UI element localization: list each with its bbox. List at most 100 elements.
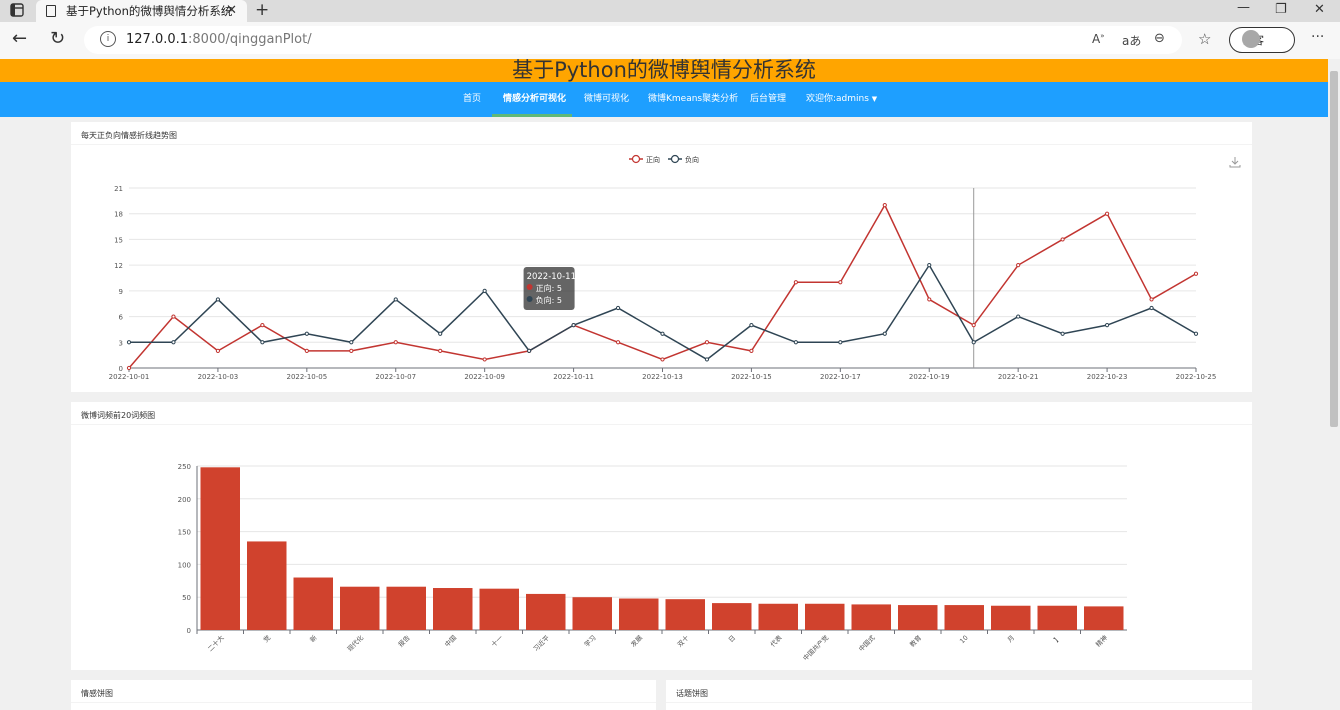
data-point: [215, 297, 221, 302]
bar: [386, 586, 426, 630]
x-tick-label: 习近平: [531, 633, 552, 654]
data-point: [126, 340, 132, 345]
back-icon[interactable]: ←: [12, 28, 28, 49]
active-nav-indicator: [492, 114, 572, 117]
page-scrollbar[interactable]: [1328, 59, 1340, 710]
y-tick-label: 12: [114, 262, 123, 270]
data-point: [1060, 237, 1065, 242]
data-point: [171, 314, 176, 319]
minimize-icon[interactable]: —: [1237, 0, 1250, 15]
y-tick-label: 100: [178, 561, 191, 569]
data-point: [126, 365, 132, 371]
data-point: [793, 280, 798, 285]
x-tick-label: 教育: [908, 633, 924, 649]
read-aloud-icon[interactable]: A»: [1092, 32, 1105, 46]
data-point: [349, 348, 354, 353]
bar: [712, 603, 752, 630]
x-tick-label: 2022-10-17: [820, 373, 861, 381]
data-point: [1149, 297, 1154, 302]
url-host: 127.0.0.1: [126, 32, 189, 47]
y-tick-label: 150: [178, 529, 191, 537]
data-point: [838, 340, 843, 345]
x-tick-label: 2022-10-23: [1087, 373, 1128, 381]
y-tick-label: 21: [114, 185, 123, 193]
data-point: [927, 297, 932, 302]
data-point: [927, 263, 932, 268]
scrollbar-thumb[interactable]: [1330, 71, 1338, 427]
data-point: [749, 323, 754, 328]
data-point: [482, 357, 487, 362]
x-tick-label: 双十: [675, 633, 691, 649]
tooltip-line: 正向: 5: [536, 283, 562, 293]
data-point: [704, 340, 710, 345]
data-point: [304, 331, 309, 336]
close-tab-icon[interactable]: ✕: [226, 3, 237, 18]
topic-pie-card: 话题饼图: [666, 680, 1252, 710]
x-tick-label: 中国: [443, 633, 459, 649]
url-path: :8000/qingganPlot/: [188, 32, 312, 47]
plus-icon[interactable]: +: [255, 0, 270, 20]
zoom-icon[interactable]: ⊖: [1154, 31, 1165, 46]
caret-down-icon: ▼: [871, 95, 878, 103]
card-divider: [71, 424, 1252, 425]
address-bar: ← ↻ i 127.0.0.1:8000/qingganPlot/ A» aあ …: [0, 22, 1340, 60]
series-line-positive: [128, 203, 1197, 369]
bar: [1037, 605, 1077, 630]
data-point: [1016, 314, 1021, 319]
browser-tab[interactable]: 基于Python的微博舆情分析系统 ✕: [36, 0, 247, 22]
tooltip-date: 2022-10-11: [527, 272, 576, 282]
bar: [526, 593, 566, 630]
nav-kmeans[interactable]: 微博Kmeans聚类分析: [648, 94, 739, 104]
download-icon-glyph: [1229, 157, 1241, 168]
x-tick-label: 2022-10-09: [464, 373, 505, 381]
data-point: [971, 340, 976, 345]
more-icon[interactable]: ···: [1311, 29, 1325, 45]
x-tick-label: 2022-10-07: [375, 373, 416, 381]
data-point: [1193, 331, 1199, 336]
bar: [619, 598, 659, 630]
page-icon: [46, 5, 56, 17]
nav-home[interactable]: 首页: [463, 94, 482, 104]
tooltip-box: [523, 267, 575, 310]
legend-label: 正向: [646, 155, 660, 164]
pie1-title: 情感饼图: [81, 689, 113, 698]
info-icon[interactable]: i: [100, 31, 116, 47]
y-tick-label: 250: [178, 463, 191, 471]
bar: [340, 586, 380, 630]
x-tick-label: 月: [1006, 634, 1016, 644]
nav-sentiment[interactable]: 情感分析可视化: [503, 94, 567, 104]
tab-actions-icon[interactable]: [10, 3, 24, 21]
bar: [1084, 606, 1124, 630]
close-window-icon[interactable]: ✕: [1314, 2, 1325, 17]
data-point: [882, 331, 887, 336]
nav-user-menu[interactable]: 欢迎你:admins ▼: [806, 82, 877, 117]
nav-weibo-vis[interactable]: 微博可视化: [584, 94, 630, 104]
x-tick-label: 发展: [629, 633, 645, 649]
favorites-icon[interactable]: ☆: [1198, 30, 1212, 48]
bar-card-title: 微博词频前20词频图: [81, 411, 156, 420]
profile-button[interactable]: 访客: [1229, 27, 1295, 53]
x-tick-label: 2022-10-15: [731, 373, 772, 381]
data-point: [749, 348, 754, 353]
x-tick-label: 2022-10-11: [553, 373, 594, 381]
browser-tab-bar: 基于Python的微博舆情分析系统 ✕ + — ❐ ✕: [0, 0, 1340, 22]
legend-marker: [631, 154, 641, 164]
page-title: 基于Python的微博舆情分析系统: [0, 59, 1328, 82]
data-point: [1016, 263, 1021, 268]
restore-icon[interactable]: ❐: [1275, 2, 1287, 17]
url-field[interactable]: i 127.0.0.1:8000/qingganPlot/ A» aあ ⊖: [84, 26, 1182, 54]
data-point: [438, 348, 443, 353]
x-tick-label: 日: [727, 634, 737, 644]
translate-icon[interactable]: aあ: [1122, 34, 1142, 48]
bar: [433, 588, 473, 630]
series-line-negative: [129, 263, 1197, 361]
refresh-icon[interactable]: ↻: [50, 28, 66, 49]
card-divider: [71, 702, 656, 703]
bar: [758, 603, 798, 630]
data-point: [571, 323, 576, 328]
x-tick-label: 精神: [1094, 633, 1110, 649]
x-tick-label: 新: [308, 633, 319, 644]
nav-admin[interactable]: 后台管理: [750, 94, 787, 104]
download-icon[interactable]: [1229, 157, 1241, 168]
data-point: [260, 340, 265, 345]
